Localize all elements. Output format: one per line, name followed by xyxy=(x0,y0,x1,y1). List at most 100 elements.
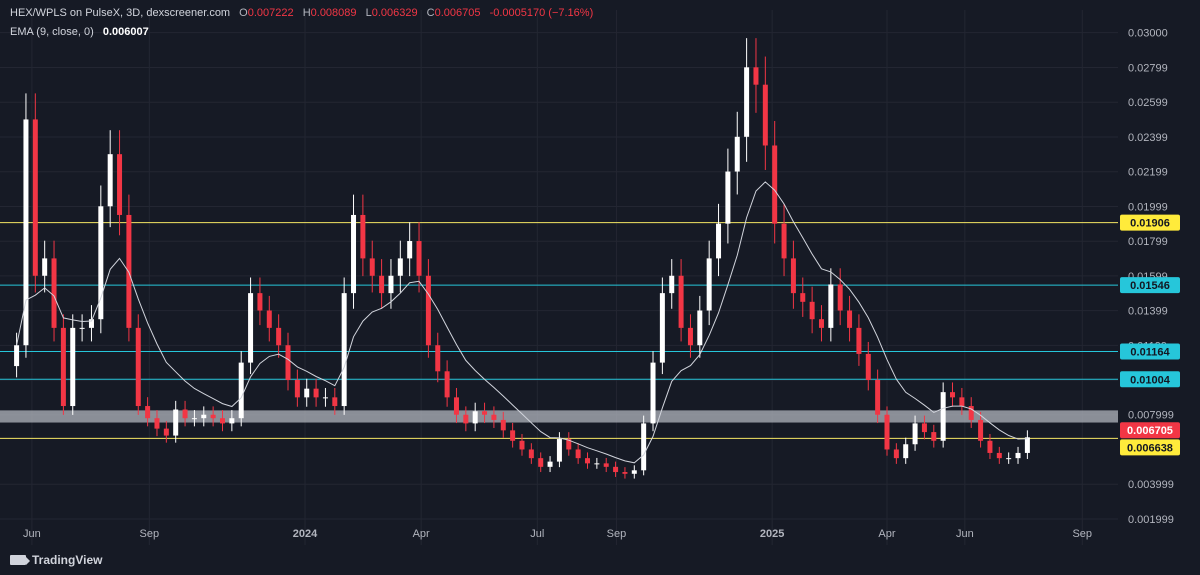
candle-body xyxy=(781,223,787,259)
time-axis-tick: Jun xyxy=(23,528,41,540)
candle-body xyxy=(987,440,993,453)
close-value: 0.006705 xyxy=(434,7,481,19)
candle-body xyxy=(818,319,824,328)
candle-body xyxy=(575,449,581,459)
level-price-tag-label: 0.01004 xyxy=(1130,374,1171,386)
candle-body xyxy=(725,171,731,224)
candle-body xyxy=(14,345,20,367)
candle-body xyxy=(332,397,338,407)
candle-body xyxy=(266,310,272,328)
price-axis-tick: 0.02199 xyxy=(1128,167,1168,179)
price-axis[interactable]: 0.03000 0.02799 0.02599 0.02399 0.02199 0.019… xyxy=(1128,28,1174,526)
current-price-tag xyxy=(1120,422,1180,439)
level-price-tag xyxy=(1120,371,1180,388)
candle-body xyxy=(519,440,525,450)
current-price-tag xyxy=(1120,439,1180,456)
candle-body xyxy=(650,362,656,424)
candle-body xyxy=(556,439,562,462)
candle-body xyxy=(98,206,104,320)
tradingview-logo-icon xyxy=(10,555,30,565)
candle-body xyxy=(416,241,422,276)
time-axis-tick: Apr xyxy=(413,528,430,540)
candle-body xyxy=(903,444,909,459)
open-label: O xyxy=(239,7,248,19)
candle-body xyxy=(622,472,628,474)
candle-body xyxy=(931,432,937,441)
time-axis[interactable]: Jun Sep 2024 Apr Jul Sep 2025 Apr Jun Sep xyxy=(23,528,1092,540)
candle-body xyxy=(697,310,703,346)
candle-body xyxy=(70,327,76,407)
candle-body xyxy=(594,463,600,465)
candle-body xyxy=(762,84,768,146)
candle-body xyxy=(893,449,899,459)
time-axis-tick: Sep xyxy=(140,528,160,540)
candle-body xyxy=(491,414,497,420)
candle-body xyxy=(32,119,38,276)
candle-body xyxy=(744,67,750,137)
candle-body xyxy=(687,327,693,346)
candle-body xyxy=(163,428,169,436)
candle-body xyxy=(678,275,684,328)
candle-body xyxy=(257,293,263,311)
candle-body xyxy=(875,379,881,415)
candle-body xyxy=(847,310,853,328)
chart-header: HEX/WPLS on PulseX, 3D, dexscreener.com … xyxy=(10,7,593,19)
ema-legend[interactable]: EMA (9, close, 0) 0.006007 xyxy=(10,26,149,38)
candle-body xyxy=(107,154,113,207)
candle-body xyxy=(940,392,946,441)
candle-body xyxy=(753,67,759,85)
support-zone xyxy=(0,410,1118,423)
candle-body xyxy=(294,379,300,398)
candle-body xyxy=(659,293,665,363)
symbol-title[interactable]: HEX/WPLS on PulseX, 3D, dexscreener.com xyxy=(10,7,231,19)
time-axis-tick: 2024 xyxy=(293,528,318,540)
candle-body xyxy=(285,345,291,380)
candles xyxy=(14,38,1030,479)
change-value: -0.0005170 (−7.16%) xyxy=(489,7,594,19)
time-axis-tick: Sep xyxy=(607,528,627,540)
tradingview-logo[interactable]: TradingView xyxy=(10,553,102,567)
ema-value: 0.006007 xyxy=(102,26,149,38)
candle-body xyxy=(921,423,927,433)
candle-body xyxy=(453,397,459,415)
logo-text: TradingView xyxy=(32,553,103,567)
candle-body xyxy=(959,397,965,407)
candle-body xyxy=(472,411,478,424)
candle-body xyxy=(631,470,637,474)
candle-body xyxy=(425,275,431,346)
price-axis-tick: 0.02799 xyxy=(1128,62,1168,74)
candle-body xyxy=(304,388,310,398)
candle-body xyxy=(322,397,328,399)
price-axis-tick: 0.003999 xyxy=(1128,479,1174,491)
candle-body xyxy=(210,414,216,419)
candle-body xyxy=(229,418,235,424)
time-axis-tick: Sep xyxy=(1072,528,1092,540)
price-axis-tick: 0.01999 xyxy=(1128,201,1168,213)
low-label: L xyxy=(365,7,372,19)
candle-body xyxy=(968,406,974,420)
candle-body xyxy=(238,362,244,419)
level-price-tag xyxy=(1120,214,1180,231)
candle-body xyxy=(996,452,1002,459)
candle-body xyxy=(884,414,890,450)
level-price-tag-label: 0.01546 xyxy=(1130,280,1170,292)
candle-body xyxy=(734,136,740,172)
candle-body xyxy=(379,275,385,294)
candle-body xyxy=(388,275,394,294)
candle-body xyxy=(978,419,984,441)
candle-body xyxy=(182,409,188,419)
candle-body xyxy=(79,327,85,329)
candle-body xyxy=(60,327,66,407)
price-axis-tick: 0.02599 xyxy=(1128,97,1168,109)
candle-body xyxy=(145,406,151,419)
candle-body xyxy=(219,418,225,424)
candle-body xyxy=(276,327,282,346)
price-axis-tick: 0.03000 xyxy=(1128,28,1168,40)
candle-body xyxy=(528,449,534,459)
candle-body xyxy=(772,145,778,224)
ema-line xyxy=(16,181,1028,464)
ema-label: EMA (9, close, 0) xyxy=(10,26,94,38)
candle-body xyxy=(135,327,141,407)
